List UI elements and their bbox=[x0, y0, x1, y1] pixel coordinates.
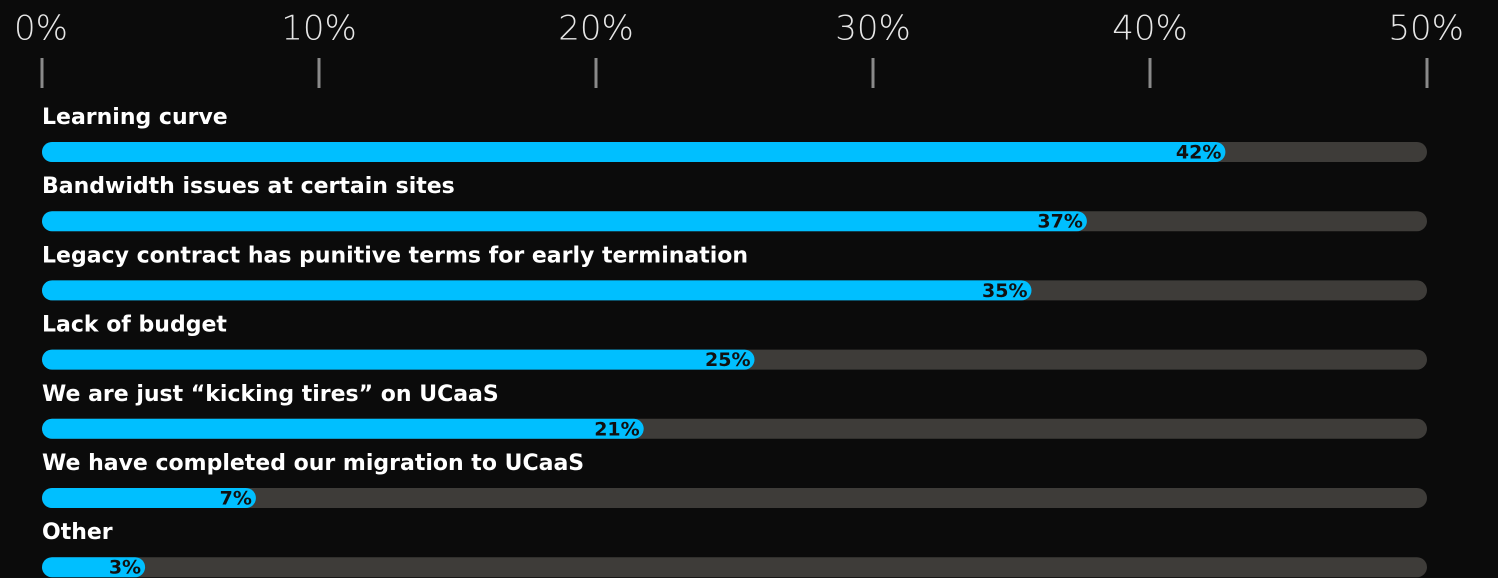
category-label: Other bbox=[42, 520, 113, 545]
category-label: Bandwidth issues at certain sites bbox=[42, 174, 455, 199]
value-label: 37% bbox=[1037, 211, 1082, 233]
bar bbox=[42, 488, 256, 508]
value-label: 42% bbox=[1176, 142, 1221, 164]
bar bbox=[42, 280, 1032, 301]
bar bbox=[42, 349, 755, 370]
bar bbox=[42, 142, 1226, 162]
bar bbox=[42, 418, 644, 439]
x-tick-label: 30% bbox=[835, 9, 911, 49]
value-label: 25% bbox=[705, 349, 750, 371]
value-label: 35% bbox=[982, 280, 1027, 302]
x-tick-label: 50% bbox=[1388, 9, 1464, 49]
bar bbox=[42, 557, 146, 578]
x-tick-label: 40% bbox=[1112, 9, 1188, 49]
value-label: 21% bbox=[594, 418, 639, 440]
category-label: Learning curve bbox=[42, 105, 228, 130]
bar-track bbox=[42, 488, 1427, 508]
x-tick-label: 20% bbox=[558, 9, 634, 49]
category-label: Lack of budget bbox=[42, 313, 227, 338]
bar bbox=[42, 211, 1087, 232]
value-label: 7% bbox=[220, 488, 252, 510]
x-tick-label: 10% bbox=[281, 9, 357, 49]
category-label: We have completed our migration to UCaaS bbox=[42, 451, 584, 476]
value-label: 3% bbox=[109, 557, 141, 578]
x-tick-label: 0% bbox=[14, 9, 68, 49]
category-label: We are just “kicking tires” on UCaaS bbox=[42, 382, 499, 407]
category-label: Legacy contract has punitive terms for e… bbox=[42, 243, 748, 268]
bar-track bbox=[42, 557, 1427, 578]
